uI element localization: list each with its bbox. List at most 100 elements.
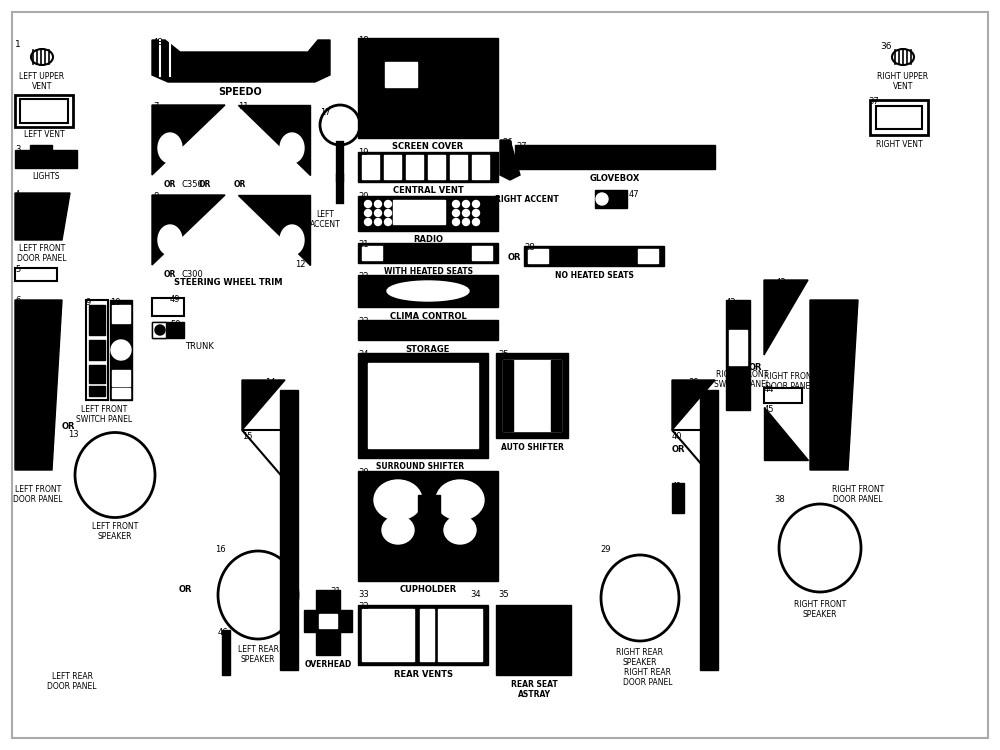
Bar [15,150,77,168]
Text: 12: 12 [295,260,306,269]
Bar [496,353,568,438]
Bar [304,610,352,632]
Text: 19: 19 [358,148,368,157]
Ellipse shape [779,504,861,592]
Bar [152,322,166,338]
Text: RADIO: RADIO [413,235,443,244]
Text: 47: 47 [629,190,640,199]
Text: OR: OR [61,422,75,431]
Text: 30: 30 [358,468,369,477]
Ellipse shape [280,133,304,163]
Text: 24: 24 [358,350,368,359]
Text: LEFT FRONT
DOOR PANEL: LEFT FRONT DOOR PANEL [17,244,67,263]
Circle shape [452,218,460,226]
Text: 10: 10 [110,298,120,307]
Polygon shape [764,407,808,460]
Bar [358,152,498,182]
Text: 39: 39 [688,378,699,387]
Bar [524,246,664,266]
Circle shape [364,218,372,226]
Text: 27: 27 [516,142,527,151]
Text: 33: 33 [358,590,369,599]
Bar [472,155,489,179]
Text: 28: 28 [524,243,535,252]
Circle shape [320,105,360,145]
Text: REAR SEAT
ASTRAY: REAR SEAT ASTRAY [511,680,557,700]
Text: 40: 40 [672,432,682,441]
Text: OR: OR [178,585,192,594]
Polygon shape [152,195,225,265]
Text: 41: 41 [672,482,682,491]
Text: OR: OR [164,180,176,189]
Circle shape [384,218,392,226]
Text: OR: OR [748,363,762,372]
Text: 13: 13 [68,430,79,439]
Text: 50: 50 [170,320,180,329]
Text: 44: 44 [764,385,774,394]
Text: 16: 16 [215,545,226,554]
Bar [110,300,132,400]
Text: 31: 31 [330,587,341,596]
Circle shape [384,209,392,217]
Bar [385,62,417,87]
Ellipse shape [387,281,469,301]
Circle shape [384,200,392,208]
Text: CUPHOLDER: CUPHOLDER [399,585,457,594]
Polygon shape [672,430,715,480]
Polygon shape [15,300,62,470]
Bar [764,388,802,403]
Ellipse shape [436,480,484,520]
Bar [362,246,382,260]
Text: 26: 26 [502,138,513,147]
Text: RIGHT REAR
DOOR PANEL: RIGHT REAR DOOR PANEL [623,668,673,688]
Text: OR: OR [234,180,246,189]
Bar [450,155,467,179]
Bar [30,145,52,155]
Ellipse shape [444,516,476,544]
Text: 17: 17 [320,108,331,117]
Polygon shape [242,380,285,430]
Bar [316,590,340,655]
Bar [528,249,548,263]
Text: LEFT FRONT
DOOR PANEL: LEFT FRONT DOOR PANEL [13,485,63,505]
Circle shape [473,218,480,226]
Polygon shape [810,300,858,470]
Text: 15: 15 [242,432,252,441]
Bar [89,386,105,396]
Ellipse shape [892,49,914,65]
Bar [358,353,488,458]
Circle shape [473,200,480,208]
Text: 8: 8 [153,192,158,201]
Bar [152,322,184,338]
Text: OR: OR [507,253,521,262]
Bar [86,300,108,400]
Text: 25: 25 [498,350,509,359]
Ellipse shape [382,516,414,544]
Text: GLOVEBOX: GLOVEBOX [590,174,640,183]
Polygon shape [152,40,330,82]
Text: 18: 18 [358,36,369,45]
Circle shape [111,340,131,360]
Bar [726,300,750,410]
Bar [472,246,492,260]
Circle shape [452,200,460,208]
Text: C300: C300 [181,270,203,279]
Text: 38: 38 [774,495,785,504]
Text: 48: 48 [153,38,164,47]
Polygon shape [238,195,310,265]
Bar [20,99,68,123]
Bar [112,305,130,323]
Bar [89,305,105,335]
Bar [358,605,488,665]
Bar [384,155,401,179]
Text: SPEEDO: SPEEDO [218,87,262,97]
Text: RIGHT REAR
SPEAKER: RIGHT REAR SPEAKER [616,648,664,668]
Bar [358,38,498,138]
Text: RIGHT FRONT
SPEAKER: RIGHT FRONT SPEAKER [794,600,846,619]
Ellipse shape [75,433,155,517]
Text: WITH HEATED SEATS: WITH HEATED SEATS [384,267,473,276]
Polygon shape [764,280,808,355]
Bar [358,320,498,340]
Ellipse shape [280,225,304,255]
Text: 42: 42 [726,298,736,307]
